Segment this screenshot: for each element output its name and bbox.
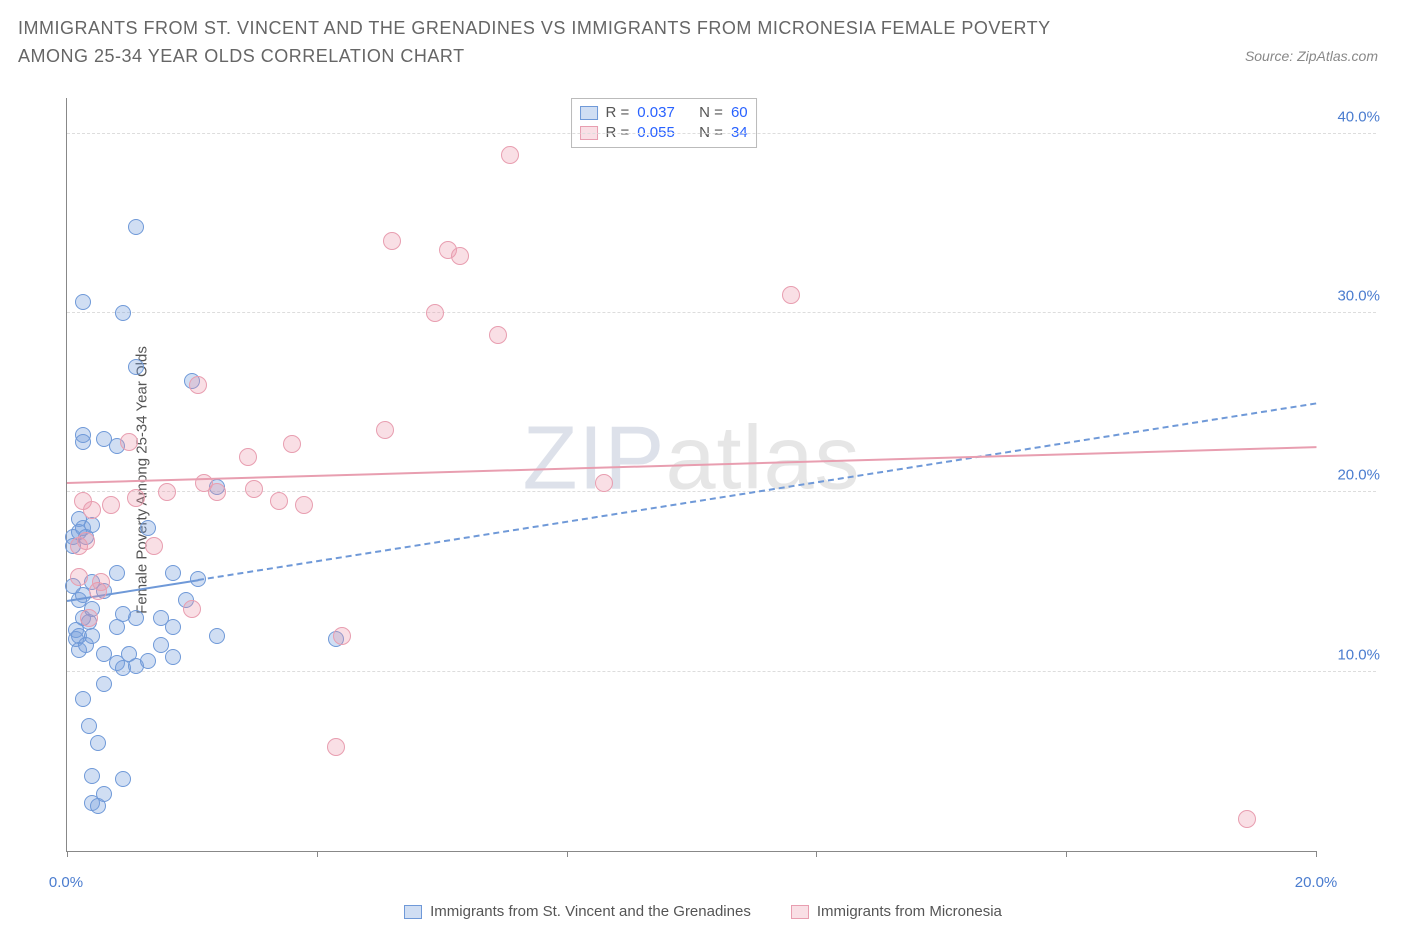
data-point bbox=[128, 359, 144, 375]
data-point bbox=[383, 232, 401, 250]
x-tick-label: 0.0% bbox=[49, 874, 83, 891]
legend-swatch bbox=[580, 106, 598, 120]
series-legend: Immigrants from St. Vincent and the Gren… bbox=[0, 903, 1406, 920]
y-tick-label: 30.0% bbox=[1337, 288, 1380, 305]
data-point bbox=[75, 434, 91, 450]
x-axis-labels: 0.0%20.0% bbox=[66, 874, 1316, 894]
data-point bbox=[189, 376, 207, 394]
data-point bbox=[128, 610, 144, 626]
gridline bbox=[67, 491, 1376, 492]
data-point bbox=[77, 532, 95, 550]
data-point bbox=[115, 305, 131, 321]
data-point bbox=[327, 738, 345, 756]
x-tick bbox=[317, 851, 318, 857]
plot-region: ZIPatlas R =0.037 N =60R =0.055 N =34 10… bbox=[66, 98, 1316, 852]
data-point bbox=[426, 304, 444, 322]
data-point bbox=[782, 286, 800, 304]
stats-legend: R =0.037 N =60R =0.055 N =34 bbox=[571, 98, 757, 148]
data-point bbox=[90, 735, 106, 751]
data-point bbox=[115, 771, 131, 787]
gridline bbox=[67, 671, 1376, 672]
data-point bbox=[283, 435, 301, 453]
data-point bbox=[70, 568, 88, 586]
data-point bbox=[140, 653, 156, 669]
legend-label: Immigrants from St. Vincent and the Gren… bbox=[430, 903, 751, 920]
data-point bbox=[84, 768, 100, 784]
x-tick bbox=[1316, 851, 1317, 857]
data-point bbox=[96, 676, 112, 692]
y-tick-label: 20.0% bbox=[1337, 467, 1380, 484]
data-point bbox=[81, 718, 97, 734]
legend-item: Immigrants from Micronesia bbox=[791, 903, 1002, 920]
data-point bbox=[1238, 810, 1256, 828]
data-point bbox=[84, 628, 100, 644]
x-tick bbox=[1066, 851, 1067, 857]
data-point bbox=[127, 489, 145, 507]
data-point bbox=[451, 247, 469, 265]
y-tick-label: 10.0% bbox=[1337, 646, 1380, 663]
chart-title: IMMIGRANTS FROM ST. VINCENT AND THE GREN… bbox=[18, 14, 1118, 70]
data-point bbox=[165, 649, 181, 665]
data-point bbox=[165, 565, 181, 581]
legend-label: Immigrants from Micronesia bbox=[817, 903, 1002, 920]
legend-item: Immigrants from St. Vincent and the Gren… bbox=[404, 903, 751, 920]
data-point bbox=[153, 637, 169, 653]
data-point bbox=[96, 786, 112, 802]
data-point bbox=[489, 326, 507, 344]
data-point bbox=[158, 483, 176, 501]
data-point bbox=[501, 146, 519, 164]
y-tick-label: 40.0% bbox=[1337, 108, 1380, 125]
gridline bbox=[67, 312, 1376, 313]
data-point bbox=[83, 501, 101, 519]
stats-row: R =0.037 N =60 bbox=[580, 103, 748, 123]
data-point bbox=[102, 496, 120, 514]
source-attribution: Source: ZipAtlas.com bbox=[1245, 48, 1388, 70]
data-point bbox=[92, 573, 110, 591]
x-tick bbox=[567, 851, 568, 857]
data-point bbox=[245, 480, 263, 498]
data-point bbox=[209, 628, 225, 644]
x-tick bbox=[67, 851, 68, 857]
data-point bbox=[80, 609, 98, 627]
data-point bbox=[109, 565, 125, 581]
data-point bbox=[376, 421, 394, 439]
data-point bbox=[270, 492, 288, 510]
data-point bbox=[333, 627, 351, 645]
chart-area: Female Poverty Among 25-34 Year Olds ZIP… bbox=[18, 90, 1388, 870]
x-tick-label: 20.0% bbox=[1295, 874, 1338, 891]
data-point bbox=[145, 537, 163, 555]
watermark: ZIPatlas bbox=[522, 408, 860, 511]
data-point bbox=[128, 219, 144, 235]
data-point bbox=[295, 496, 313, 514]
data-point bbox=[183, 600, 201, 618]
data-point bbox=[165, 619, 181, 635]
data-point bbox=[120, 433, 138, 451]
data-point bbox=[75, 294, 91, 310]
data-point bbox=[595, 474, 613, 492]
data-point bbox=[140, 520, 156, 536]
legend-swatch bbox=[791, 905, 809, 919]
x-tick bbox=[816, 851, 817, 857]
data-point bbox=[75, 691, 91, 707]
data-point bbox=[208, 483, 226, 501]
gridline bbox=[67, 133, 1376, 134]
data-point bbox=[239, 448, 257, 466]
legend-swatch bbox=[404, 905, 422, 919]
